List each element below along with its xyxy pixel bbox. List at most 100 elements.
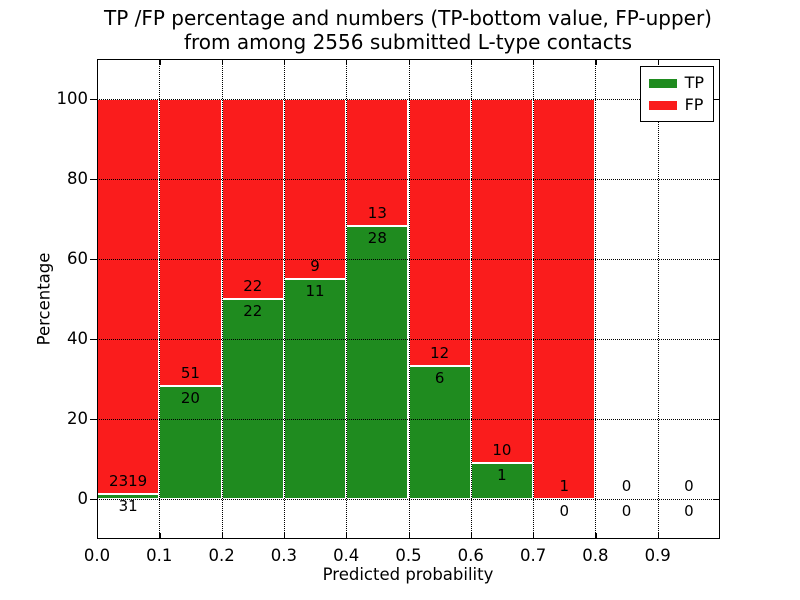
x-tick-label: 0.7 — [519, 546, 547, 565]
annotation-fp-count: 10 — [492, 440, 512, 459]
y-tick-label: 100 — [56, 89, 89, 108]
bar-fp — [159, 99, 222, 387]
annotation-tp-count: 0 — [621, 502, 632, 520]
plot-area: TP FP 2319 31 51 20 22 22 9 11 13 28 12 6 10 1 1 0 0 0 0 0 0… — [57, 59, 720, 565]
grid-line-horizontal — [97, 419, 720, 420]
x-axis-label: Predicted probability — [322, 565, 494, 584]
annotation-fp-count: 12 — [430, 343, 450, 362]
grid-line-vertical — [159, 59, 161, 539]
y-tick-mark — [90, 179, 97, 181]
x-tick-label: 0.5 — [395, 546, 422, 565]
x-tick-mark-top — [221, 59, 223, 65]
y-tick-label: 0 — [77, 489, 89, 508]
annotation-fp-count: 13 — [367, 203, 387, 222]
annotation-tp-count: 31 — [118, 496, 138, 515]
grid-line-vertical — [283, 59, 285, 539]
bar-fp — [97, 99, 160, 494]
x-tick-mark — [470, 533, 473, 539]
y-tick-mark-right — [714, 99, 720, 101]
x-tick-label: 0.6 — [457, 546, 484, 565]
bar-tp — [283, 279, 347, 499]
legend: TP FP — [639, 66, 714, 122]
annotation-tp-count: 0 — [684, 502, 694, 520]
annotation-tp-count: 22 — [243, 302, 263, 320]
x-tick-mark-top — [470, 59, 473, 65]
annotation-tp-count: 11 — [305, 282, 325, 300]
y-tick-label: 80 — [67, 169, 88, 188]
annotation-tp-count: 6 — [434, 368, 445, 387]
legend-label-fp: FP — [684, 95, 704, 114]
annotation-tp-count: 20 — [180, 389, 200, 408]
grid-line-horizontal — [97, 339, 720, 340]
annotation-fp-count: 51 — [180, 364, 200, 383]
x-tick-mark-top — [657, 59, 659, 65]
annotation-fp-count: 1 — [559, 477, 570, 495]
annotation-fp-count: 0 — [621, 477, 632, 495]
grid-line-vertical — [408, 59, 410, 539]
x-tick-mark — [221, 533, 223, 539]
bar-fp — [346, 99, 409, 226]
y-tick-mark — [90, 339, 97, 341]
y-tick-mark — [90, 99, 97, 101]
x-tick-mark-top — [533, 59, 535, 65]
bar-tp — [408, 365, 471, 499]
x-tick-label: 0.2 — [208, 546, 235, 565]
chart-title-line2: from among 2556 submitted L-type contact… — [183, 30, 633, 54]
y-tick-mark-right — [714, 179, 720, 181]
grid-line-vertical — [470, 59, 472, 539]
annotation-fp-count: 22 — [243, 277, 263, 295]
x-tick-mark — [283, 533, 286, 539]
y-tick-label: 60 — [67, 249, 88, 268]
grid-line-horizontal — [97, 499, 720, 500]
chart-title: TP /FP percentage and numbers (TP-bottom… — [104, 6, 712, 54]
grid-line-vertical — [533, 59, 535, 539]
x-tick-label: 0.9 — [644, 546, 671, 565]
x-tick-mark-top — [408, 59, 410, 65]
bar-fp — [470, 99, 534, 463]
grid-line-horizontal — [97, 259, 720, 260]
grid-line-vertical — [346, 59, 348, 539]
grid-line-vertical — [221, 59, 223, 539]
y-tick-mark-right — [714, 259, 720, 261]
y-tick-mark-right — [714, 499, 720, 501]
y-tick-label: 40 — [67, 329, 88, 348]
bar-fp — [533, 99, 596, 499]
grid-line-horizontal — [97, 99, 720, 100]
y-tick-mark-right — [714, 419, 720, 421]
grid-line-horizontal — [97, 179, 720, 180]
x-tick-label: 0.1 — [146, 546, 173, 565]
fp-legend-swatch — [648, 100, 677, 110]
y-tick-mark — [90, 419, 97, 421]
bar-tp — [346, 225, 409, 499]
x-tick-mark-top — [346, 59, 348, 65]
x-tick-mark-top — [595, 59, 597, 65]
x-tick-label: 0.4 — [333, 546, 360, 565]
legend-entry-fp: FP — [648, 94, 704, 116]
bar-fp — [408, 99, 471, 366]
tp-legend-swatch — [648, 78, 677, 88]
x-tick-mark — [533, 533, 535, 539]
chart-title-line1: TP /FP percentage and numbers (TP-bottom… — [104, 6, 712, 30]
legend-entry-tp: TP — [648, 72, 704, 94]
bar-tp — [159, 386, 222, 499]
x-tick-label: 0.3 — [270, 546, 298, 565]
bar-tp — [221, 299, 284, 499]
x-tick-mark — [408, 533, 410, 539]
y-tick-mark-right — [714, 339, 720, 341]
x-tick-mark — [346, 533, 348, 539]
y-tick-mark — [90, 499, 97, 501]
x-tick-mark — [657, 533, 659, 539]
annotation-tp-count: 28 — [367, 228, 387, 247]
y-tick-mark — [90, 259, 97, 261]
legend-label-tp: TP — [684, 73, 704, 92]
y-tick-label: 20 — [67, 409, 88, 428]
x-tick-mark — [595, 533, 597, 539]
x-tick-label: 0.8 — [582, 546, 609, 565]
x-tick-label: 0.0 — [83, 546, 111, 565]
annotation-tp-count: 0 — [559, 502, 570, 520]
annotation-fp-count: 9 — [310, 257, 320, 275]
bar-fp — [221, 99, 284, 299]
x-tick-mark-top — [159, 59, 161, 65]
x-tick-mark — [159, 533, 161, 539]
